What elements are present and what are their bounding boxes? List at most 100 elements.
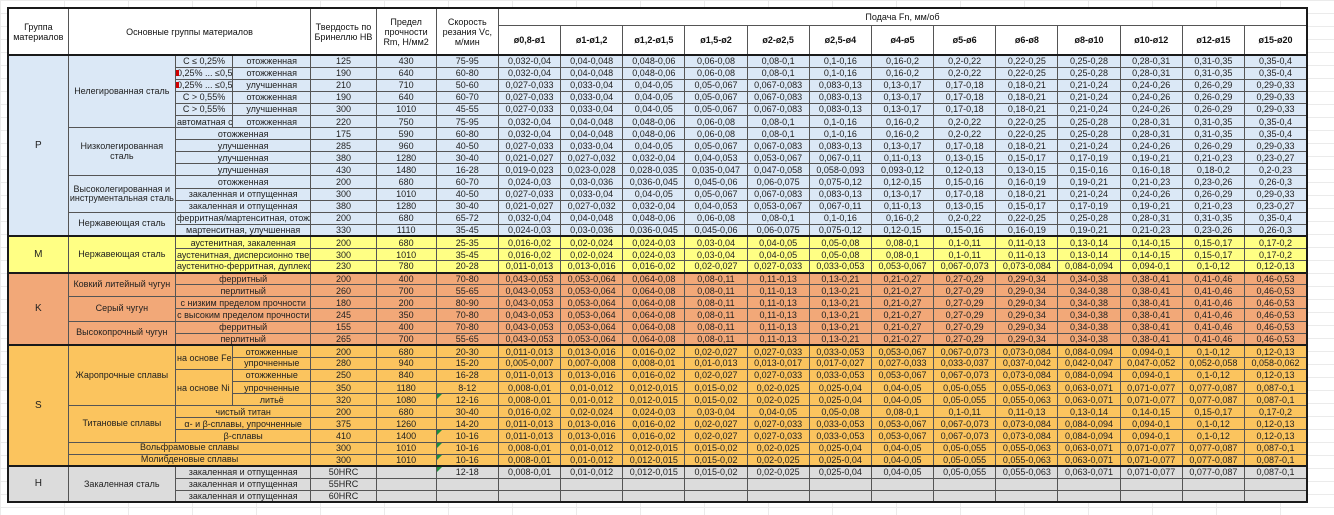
feed-cell[interactable]: 0,025-0,04 bbox=[808, 441, 872, 455]
feed-diameter-header[interactable]: ø10-ø12 bbox=[1119, 24, 1183, 56]
feed-diameter-header[interactable]: ø12-ø15 bbox=[1181, 24, 1245, 56]
feed-cell[interactable]: 0,13-0,21 bbox=[808, 320, 872, 334]
feed-cell[interactable]: 0,46-0,53 bbox=[1243, 308, 1308, 322]
feed-cell[interactable]: 0,13-0,14 bbox=[1057, 405, 1121, 419]
speed-cell[interactable]: 20-30 bbox=[435, 344, 499, 358]
speed-cell[interactable]: 16-28 bbox=[435, 163, 499, 177]
feed-cell[interactable]: 0,13-0,17 bbox=[870, 139, 935, 153]
feed-cell[interactable]: 0,35-0,4 bbox=[1243, 66, 1308, 80]
feed-cell[interactable]: 0,29-0,33 bbox=[1243, 90, 1308, 104]
strength-cell[interactable]: 1010 bbox=[375, 102, 437, 116]
speed-cell[interactable]: 55-65 bbox=[435, 332, 499, 346]
feed-cell[interactable]: 0,22-0,25 bbox=[995, 66, 1059, 80]
feed-cell[interactable]: 0,41-0,46 bbox=[1181, 271, 1245, 286]
feed-cell[interactable]: 0,26-0,29 bbox=[1181, 78, 1245, 92]
feed-cell[interactable]: 0,04-0,05 bbox=[746, 405, 810, 419]
feed-cell[interactable]: 0,17-0,18 bbox=[933, 139, 997, 153]
feed-cell[interactable]: 0,04-0,05 bbox=[746, 247, 810, 262]
hardness-cell[interactable]: 200 bbox=[310, 235, 377, 250]
feed-cell[interactable]: 0,35-0,4 bbox=[1243, 211, 1308, 225]
material-variant-cell[interactable]: 0,25% ... ≤0,55 bbox=[174, 78, 234, 92]
material-variant-cell[interactable]: C ≤ 0,25% bbox=[174, 54, 234, 68]
feed-diameter-header[interactable]: ø1-ø1,2 bbox=[560, 24, 624, 56]
feed-cell[interactable]: 0,14-0,15 bbox=[1119, 235, 1183, 250]
feed-cell[interactable]: 0,073-0,084 bbox=[995, 429, 1059, 443]
feed-cell[interactable]: 0,1-0,11 bbox=[933, 235, 997, 250]
feed-cell[interactable] bbox=[746, 489, 810, 503]
feed-cell[interactable]: 0,25-0,28 bbox=[1057, 211, 1121, 225]
feed-cell[interactable]: 0,03-0,036 bbox=[560, 175, 624, 189]
feed-cell[interactable]: 0,23-0,26 bbox=[1181, 175, 1245, 189]
feed-cell[interactable]: 0,016-0,02 bbox=[497, 235, 562, 250]
feed-cell[interactable]: 0,31-0,35 bbox=[1181, 54, 1245, 68]
feed-cell[interactable]: 0,071-0,077 bbox=[1119, 441, 1183, 455]
feed-cell[interactable]: 0,084-0,094 bbox=[1057, 368, 1121, 383]
feed-cell[interactable]: 0,08-0,1 bbox=[870, 235, 935, 250]
material-variant-cell[interactable]: на основе Ni и Co bbox=[174, 368, 234, 407]
strength-cell[interactable]: 680 bbox=[375, 175, 437, 189]
strength-cell[interactable]: 700 bbox=[375, 332, 437, 346]
hardness-cell[interactable]: 190 bbox=[310, 90, 377, 104]
feed-cell[interactable]: 0,027-0,033 bbox=[497, 78, 562, 92]
feed-cell[interactable]: 0,077-0,087 bbox=[1181, 393, 1245, 407]
feed-cell[interactable] bbox=[933, 477, 997, 491]
strength-cell[interactable]: 1280 bbox=[375, 199, 437, 213]
feed-cell[interactable]: 0,063-0,071 bbox=[1057, 453, 1121, 467]
strength-cell[interactable]: 350 bbox=[375, 308, 437, 322]
feed-cell[interactable]: 0,17-0,19 bbox=[1057, 199, 1121, 213]
feed-cell[interactable]: 0,21-0,27 bbox=[870, 271, 935, 286]
hardness-cell[interactable]: 200 bbox=[310, 271, 377, 286]
feed-cell[interactable]: 0,34-0,38 bbox=[1057, 271, 1121, 286]
feed-cell[interactable]: 0,067-0,083 bbox=[746, 187, 810, 201]
feed-cell[interactable]: 0,11-0,13 bbox=[995, 405, 1059, 419]
strength-cell[interactable]: 700 bbox=[375, 284, 437, 298]
feed-cell[interactable]: 0,027-0,032 bbox=[560, 199, 624, 213]
feed-cell[interactable]: 0,073-0,084 bbox=[995, 368, 1059, 383]
feed-cell[interactable]: 0,027-0,033 bbox=[746, 344, 810, 358]
feed-cell[interactable]: 0,064-0,08 bbox=[622, 332, 686, 346]
feed-cell[interactable]: 0,31-0,35 bbox=[1181, 127, 1245, 141]
material-group-cell[interactable]: Высокопрочный чугун bbox=[67, 320, 176, 346]
strength-cell[interactable]: 590 bbox=[375, 127, 437, 141]
feed-cell[interactable]: 0,016-0,02 bbox=[622, 344, 686, 358]
material-variant-cell[interactable]: с высоким пределом прочности bbox=[174, 308, 312, 322]
feed-cell[interactable]: 0,067-0,11 bbox=[808, 199, 872, 213]
feed-diameter-header[interactable]: ø1,2-ø1,5 bbox=[622, 24, 686, 56]
feed-cell[interactable]: 0,015-0,02 bbox=[684, 441, 748, 455]
feed-cell[interactable]: 0,13-0,15 bbox=[995, 163, 1059, 177]
feed-cell[interactable]: 0,23-0,27 bbox=[1243, 199, 1308, 213]
feed-diameter-header[interactable]: ø4-ø5 bbox=[870, 24, 935, 56]
feed-cell[interactable]: 0,31-0,35 bbox=[1181, 114, 1245, 129]
feed-cell[interactable]: 0,052-0,058 bbox=[1181, 356, 1245, 370]
feed-cell[interactable]: 0,24-0,26 bbox=[1119, 139, 1183, 153]
speed-cell[interactable] bbox=[435, 477, 499, 491]
feed-cell[interactable]: 0,12-0,15 bbox=[870, 223, 935, 237]
material-variant-cell[interactable]: закаленная и отпущенная bbox=[174, 187, 312, 201]
hardness-cell[interactable]: 175 bbox=[310, 127, 377, 141]
feed-cell[interactable]: 0,073-0,084 bbox=[995, 417, 1059, 431]
hardness-cell[interactable]: 300 bbox=[310, 187, 377, 201]
feed-cell[interactable]: 0,08-0,11 bbox=[684, 308, 748, 322]
feed-cell[interactable]: 0,1-0,16 bbox=[808, 54, 872, 68]
hardness-cell[interactable]: 260 bbox=[310, 284, 377, 298]
feed-cell[interactable]: 0,23-0,26 bbox=[1181, 223, 1245, 237]
feed-cell[interactable]: 0,033-0,04 bbox=[560, 102, 624, 116]
hardness-cell[interactable]: 300 bbox=[310, 453, 377, 467]
material-variant-cell[interactable]: аустенитно-ферритная, дуплексная bbox=[174, 260, 312, 274]
header-material-group[interactable]: Группа материалов bbox=[7, 7, 69, 56]
feed-cell[interactable]: 0,013-0,016 bbox=[560, 260, 624, 274]
feed-cell[interactable] bbox=[622, 489, 686, 503]
feed-cell[interactable]: 0,12-0,13 bbox=[933, 163, 997, 177]
feed-cell[interactable]: 0,025-0,04 bbox=[808, 381, 872, 395]
feed-cell[interactable]: 0,063-0,071 bbox=[1057, 393, 1121, 407]
feed-cell[interactable]: 0,032-0,04 bbox=[497, 127, 562, 141]
feed-cell[interactable]: 0,048-0,06 bbox=[622, 127, 686, 141]
feed-cell[interactable]: 0,027-0,033 bbox=[870, 356, 935, 370]
feed-cell[interactable]: 0,02-0,027 bbox=[684, 344, 748, 358]
feed-cell[interactable]: 0,04-0,05 bbox=[870, 465, 935, 479]
feed-cell[interactable]: 0,083-0,13 bbox=[808, 187, 872, 201]
hardness-cell[interactable]: 55HRC bbox=[310, 477, 377, 491]
material-variant-cell[interactable]: отожженные bbox=[232, 344, 312, 358]
feed-cell[interactable]: 0,46-0,53 bbox=[1243, 320, 1308, 334]
feed-cell[interactable]: 0,073-0,084 bbox=[995, 260, 1059, 274]
